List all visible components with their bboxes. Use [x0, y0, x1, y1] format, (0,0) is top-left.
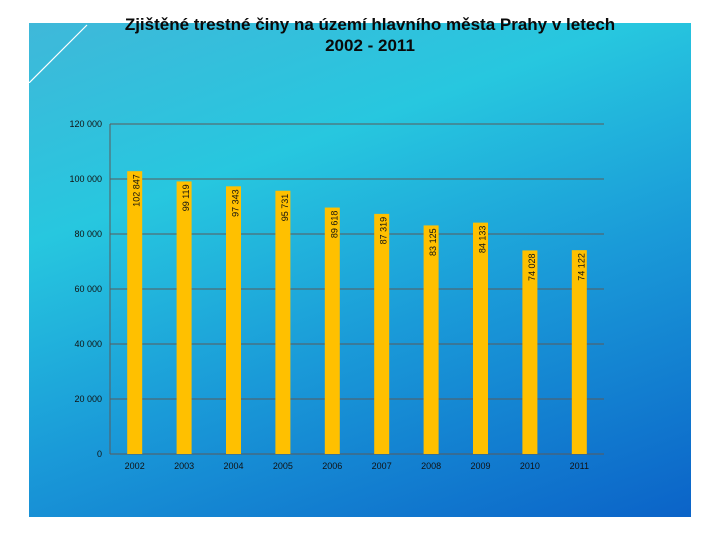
gridlines	[109, 123, 604, 455]
chart-title-line-1: Zjištěné trestné činy na území hlavního …	[124, 15, 616, 34]
bar-2008	[423, 225, 439, 454]
bar-2003	[176, 181, 192, 455]
data-label: 74 122	[576, 253, 586, 281]
data-label: 97 343	[231, 189, 241, 217]
bar-2002	[127, 171, 143, 454]
bar-2007	[374, 213, 390, 454]
x-tick-label: 2004	[223, 461, 243, 471]
y-tick-label: 40 000	[74, 339, 102, 349]
y-tick-label: 80 000	[74, 229, 102, 239]
x-tick-label: 2008	[421, 461, 441, 471]
data-label: 83 125	[428, 228, 438, 256]
data-label: 89 618	[329, 211, 339, 239]
data-label: 74 028	[527, 253, 537, 281]
y-tick-label: 0	[97, 449, 102, 459]
data-labels: 102 847 99 119 97 343 95 731 89 618 87 319 83 …	[132, 174, 587, 281]
bar-2009	[473, 222, 488, 454]
bar-2006	[324, 207, 340, 454]
x-tick-label: 2010	[520, 461, 540, 471]
bars	[127, 171, 587, 455]
y-tick-label: 20 000	[74, 394, 102, 404]
y-tick-label: 60 000	[74, 284, 102, 294]
bar-2011	[571, 250, 587, 454]
chart-title-line-2: 2002 - 2011	[325, 36, 415, 55]
bar-2010	[522, 250, 538, 454]
data-label: 102 847	[132, 174, 142, 207]
x-tick-label: 2005	[273, 461, 293, 471]
data-label: 99 119	[181, 184, 191, 211]
x-tick-label: 2007	[372, 461, 392, 471]
x-tick-label: 2009	[470, 461, 490, 471]
y-axis-ticks: 0 20 000 40 000 60 000 80 000 100 000 120 000	[69, 119, 102, 459]
data-label: 87 319	[379, 217, 389, 245]
data-label: 84 133	[478, 226, 488, 254]
chart-title: Zjištěné trestné činy na území hlavního …	[100, 14, 640, 56]
x-tick-label: 2011	[570, 461, 589, 471]
bar-2005	[275, 190, 291, 454]
x-tick-label: 2002	[125, 461, 145, 471]
x-axis-ticks: 2002 2003 2004 2005 2006 2007 2008 2009 2010 2011	[125, 461, 589, 471]
x-tick-label: 2006	[322, 461, 342, 471]
y-tick-label: 100 000	[69, 174, 102, 184]
y-tick-label: 120 000	[69, 119, 102, 129]
data-label: 95 731	[280, 194, 290, 222]
bar-2004	[226, 186, 241, 454]
x-tick-label: 2003	[174, 461, 194, 471]
